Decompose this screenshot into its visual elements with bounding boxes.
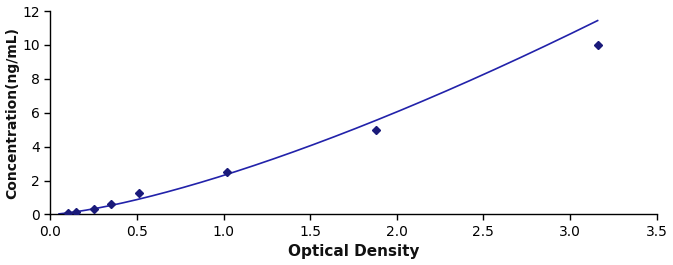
Y-axis label: Concentration(ng/mL): Concentration(ng/mL) xyxy=(5,27,20,199)
X-axis label: Optical Density: Optical Density xyxy=(287,244,419,259)
